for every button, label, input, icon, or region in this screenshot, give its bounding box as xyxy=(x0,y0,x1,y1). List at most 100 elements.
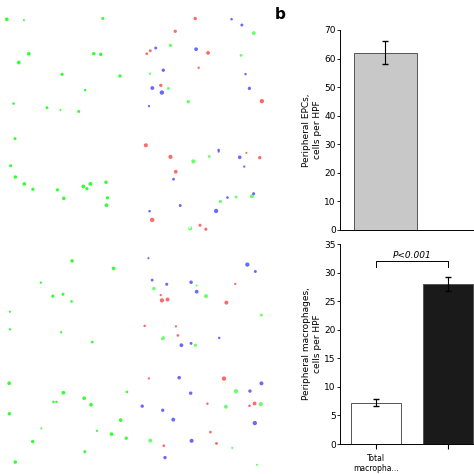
Point xyxy=(108,430,115,438)
Point xyxy=(251,149,259,157)
Point xyxy=(228,444,236,452)
Point xyxy=(57,328,65,336)
Point xyxy=(116,72,124,80)
Point xyxy=(90,50,98,57)
Point xyxy=(157,19,164,27)
Point xyxy=(89,338,96,346)
Bar xyxy=(423,284,473,444)
Point xyxy=(202,292,210,300)
Point xyxy=(207,428,214,436)
Y-axis label: Peripheral EPCs,
cells per HPF: Peripheral EPCs, cells per HPF xyxy=(302,93,321,167)
Point xyxy=(226,159,233,166)
Text: Isolectin B4: Isolectin B4 xyxy=(41,363,93,372)
Point xyxy=(9,100,17,107)
Point xyxy=(238,21,246,29)
Point xyxy=(193,288,201,295)
Point xyxy=(122,435,130,442)
Point xyxy=(148,276,156,284)
Y-axis label: Peripheral macrophages,
cells per HPF: Peripheral macrophages, cells per HPF xyxy=(302,288,321,401)
Point xyxy=(123,388,131,396)
Point xyxy=(49,292,56,300)
Text: Merged + DAPI: Merged + DAPI xyxy=(168,8,236,17)
Text: BS-1 Lectin: BS-1 Lectin xyxy=(41,8,92,17)
Point xyxy=(157,332,164,340)
Point xyxy=(178,341,185,349)
Point xyxy=(149,255,156,263)
Point xyxy=(87,401,95,409)
Point xyxy=(215,148,222,155)
Point xyxy=(248,192,256,200)
Point xyxy=(234,431,241,439)
Point xyxy=(193,282,201,289)
Point xyxy=(204,400,211,408)
Point xyxy=(186,225,194,232)
Point xyxy=(217,198,224,205)
Point xyxy=(83,185,91,192)
Point xyxy=(187,339,195,347)
Point xyxy=(158,89,166,96)
Point xyxy=(138,402,146,410)
Point xyxy=(174,332,182,339)
Point xyxy=(253,461,261,469)
Point xyxy=(258,97,265,105)
Point xyxy=(236,154,244,161)
Point xyxy=(163,281,171,288)
Point xyxy=(104,194,111,201)
Point xyxy=(222,403,230,410)
Point xyxy=(205,153,213,160)
Point xyxy=(146,208,154,215)
Text: b: b xyxy=(275,7,286,22)
Text: P<0.001: P<0.001 xyxy=(392,251,431,260)
Point xyxy=(240,163,248,170)
Point xyxy=(53,398,60,406)
Bar xyxy=(354,53,417,230)
Point xyxy=(186,223,193,231)
Point xyxy=(224,194,231,201)
Point xyxy=(246,387,254,395)
Point xyxy=(148,84,156,92)
Point xyxy=(191,15,199,22)
Point xyxy=(223,299,230,306)
Point xyxy=(6,410,13,418)
Point xyxy=(215,146,222,154)
Point xyxy=(231,280,239,288)
Point xyxy=(117,416,125,424)
Point xyxy=(192,46,200,53)
Point xyxy=(164,85,172,92)
Point xyxy=(244,261,251,268)
Point xyxy=(232,193,240,201)
Point xyxy=(167,42,174,49)
Point xyxy=(103,201,110,209)
Point xyxy=(212,207,220,215)
Point xyxy=(82,86,89,94)
Point xyxy=(143,50,151,57)
Point xyxy=(159,406,166,414)
Point xyxy=(145,374,153,382)
Text: Isolectin B4: Isolectin B4 xyxy=(41,244,93,253)
Point xyxy=(141,322,148,329)
Point xyxy=(157,82,164,89)
Point xyxy=(102,178,110,186)
Point xyxy=(25,50,33,58)
Point xyxy=(191,341,199,349)
Point xyxy=(146,47,154,55)
Point xyxy=(184,98,192,105)
Point xyxy=(220,375,228,383)
Point xyxy=(11,458,19,466)
Point xyxy=(6,326,14,333)
Point xyxy=(189,451,197,459)
Point xyxy=(54,186,61,194)
Point xyxy=(175,374,183,382)
Text: Merged + DAPI: Merged + DAPI xyxy=(168,126,236,135)
Point xyxy=(242,70,249,78)
Point xyxy=(99,15,107,22)
Point xyxy=(58,71,66,78)
Point xyxy=(148,216,156,224)
Point xyxy=(11,135,19,143)
Point xyxy=(258,380,265,387)
Point xyxy=(5,380,13,387)
Point xyxy=(160,442,168,449)
Point xyxy=(75,108,82,115)
Point xyxy=(243,149,250,156)
Point xyxy=(204,49,212,57)
